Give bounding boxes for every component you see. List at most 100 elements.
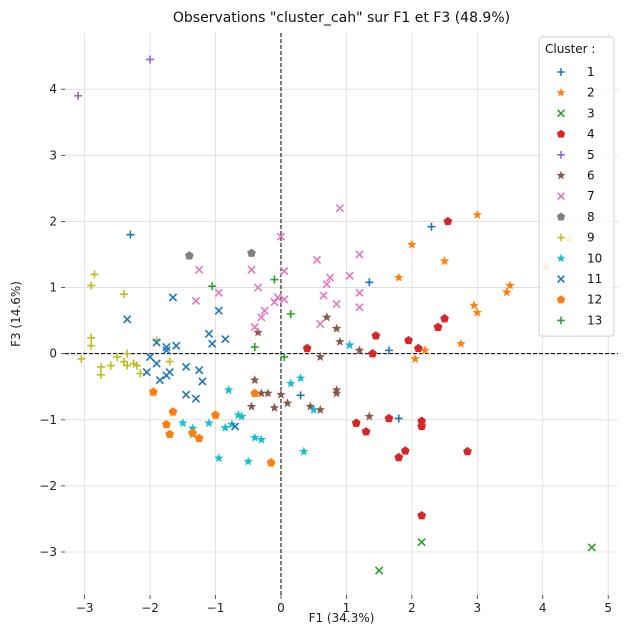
data-point (191, 296, 201, 305)
x-tick-label: 1 (343, 601, 351, 615)
data-point (211, 410, 220, 419)
legend-label: 2 (587, 86, 595, 100)
data-point (394, 272, 404, 282)
data-point (145, 352, 155, 362)
data-point (243, 456, 253, 466)
data-point (286, 378, 296, 388)
legend-marker (557, 192, 565, 201)
data-point (136, 369, 145, 378)
y-tick-label: −3 (39, 545, 57, 559)
y-tick-label: −1 (39, 413, 57, 427)
x-tick-label: 4 (539, 601, 547, 615)
y-tick-label: 0 (49, 347, 57, 361)
data-point (113, 352, 122, 361)
data-point (77, 354, 86, 363)
data-point (355, 250, 364, 259)
series-cluster-12 (148, 387, 276, 467)
y-tick-label: 1 (49, 281, 57, 295)
legend-marker (556, 295, 566, 304)
data-point (119, 357, 128, 366)
data-point (332, 299, 341, 309)
data-point (312, 255, 322, 264)
data-point (417, 416, 427, 425)
data-point (168, 407, 178, 416)
data-point (384, 413, 394, 423)
grid-lines (65, 33, 618, 595)
legend-box (538, 36, 615, 337)
data-point (223, 385, 234, 395)
data-point (126, 230, 135, 239)
data-point (319, 291, 328, 300)
data-point (374, 566, 384, 575)
legend-label: 5 (587, 148, 595, 162)
data-point (194, 366, 204, 375)
data-point (168, 293, 178, 302)
series-cluster-10 (178, 340, 355, 466)
data-point (246, 401, 257, 411)
data-point (417, 537, 426, 547)
data-point (463, 446, 472, 456)
data-point (247, 265, 256, 274)
data-point (253, 327, 263, 337)
legend-item: 13 (557, 313, 602, 327)
legend-marker (556, 87, 566, 97)
zero-lines (65, 33, 618, 595)
data-point (123, 315, 132, 324)
data-point (344, 340, 355, 350)
data-point (410, 353, 420, 364)
data-point (315, 351, 325, 362)
data-point (208, 282, 217, 291)
data-point (142, 368, 151, 377)
data-point (414, 343, 423, 353)
data-point (230, 422, 240, 431)
data-point (316, 319, 325, 329)
data-point (345, 271, 354, 280)
data-point (119, 290, 128, 299)
legend-item: 3 (557, 106, 595, 120)
legend-label: 12 (587, 293, 602, 307)
data-point (165, 429, 175, 439)
data-point (146, 55, 155, 64)
data-point (335, 336, 345, 346)
data-point (260, 306, 269, 315)
legend-marker (557, 151, 565, 159)
data-point (152, 359, 161, 368)
data-point (308, 404, 319, 414)
x-tick-label: −1 (207, 601, 225, 615)
series-cluster-9 (77, 270, 174, 379)
data-point (194, 265, 204, 274)
data-points (74, 55, 596, 575)
data-point (427, 222, 436, 231)
legend-item: 4 (556, 127, 595, 141)
data-point (355, 288, 364, 298)
legend-label: 13 (587, 313, 602, 327)
data-point (472, 209, 483, 219)
data-point (269, 402, 280, 412)
legend-item: 5 (557, 148, 595, 162)
data-point (443, 216, 453, 226)
data-point (351, 418, 361, 427)
legend-label: 7 (587, 189, 595, 203)
data-point (364, 411, 375, 421)
data-point (87, 281, 96, 290)
legend-item: 12 (556, 293, 602, 307)
data-point (214, 306, 223, 315)
legend-label: 4 (587, 127, 595, 141)
y-tick-label: 4 (49, 82, 57, 96)
legend-title: Cluster : (545, 42, 595, 56)
data-point (204, 418, 214, 428)
series-cluster-1 (126, 222, 436, 423)
data-point (172, 341, 181, 350)
x-tick-label: −3 (76, 601, 94, 615)
legend-label: 9 (587, 231, 595, 245)
legend-marker (557, 68, 565, 76)
legend-label: 6 (587, 169, 595, 183)
data-point (439, 256, 450, 266)
data-point (247, 248, 256, 257)
data-point (123, 349, 132, 358)
data-point (384, 346, 393, 355)
series-cluster-6 (246, 312, 375, 421)
series-cluster-7 (191, 204, 364, 332)
